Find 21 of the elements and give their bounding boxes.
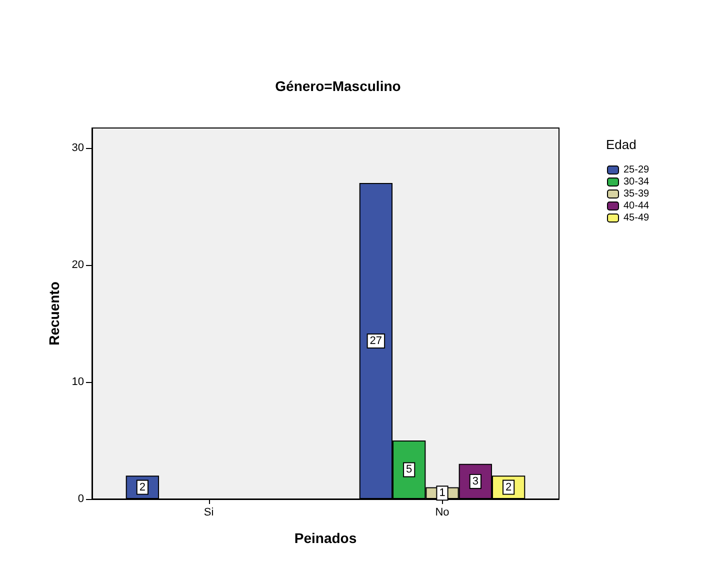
data-label: 2 xyxy=(139,481,146,494)
legend-label: 25-29 xyxy=(624,164,650,176)
x-tick-label: No xyxy=(435,506,450,518)
legend-label: 45-49 xyxy=(624,212,650,224)
data-label: 2 xyxy=(506,481,512,494)
y-tick-label: 20 xyxy=(72,258,84,271)
data-label: 5 xyxy=(406,464,412,476)
data-label: 3 xyxy=(472,475,478,488)
legend-label: 30-34 xyxy=(624,176,650,188)
chart-title: Género=Masculino xyxy=(275,78,401,94)
data-label: 1 xyxy=(439,487,446,500)
legend-title: Edad xyxy=(606,137,636,152)
x-axis-title: Peinados xyxy=(294,530,357,546)
y-tick-label: 10 xyxy=(72,376,84,388)
legend-label: 35-39 xyxy=(624,188,650,200)
y-tick-label: 30 xyxy=(72,142,84,154)
legend-label: 40-44 xyxy=(624,200,650,212)
y-axis-title: Recuento xyxy=(46,282,62,346)
y-tick-label: 0 xyxy=(78,493,84,505)
data-label: 27 xyxy=(370,335,382,348)
x-tick-label: Si xyxy=(204,506,214,518)
